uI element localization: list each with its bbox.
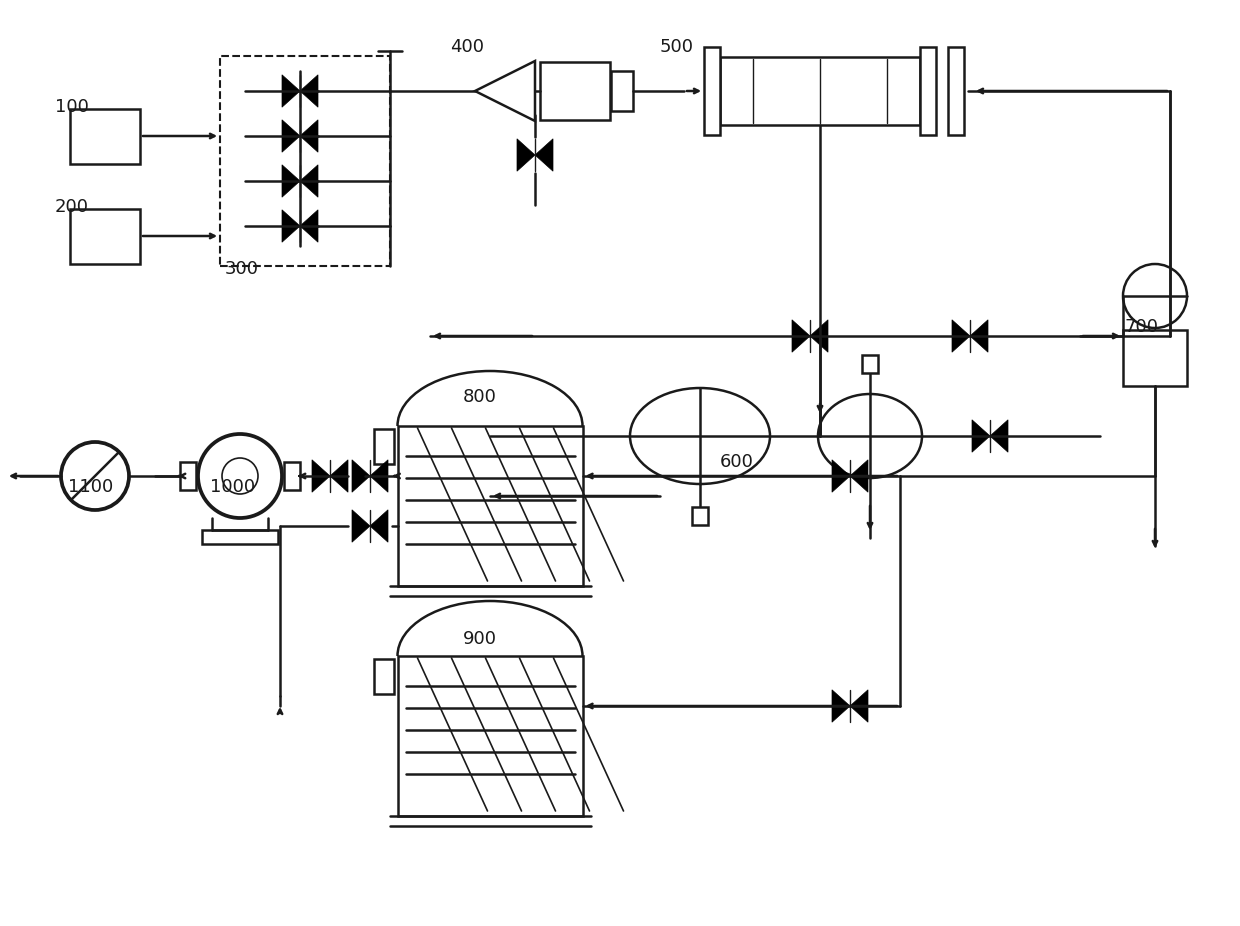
Bar: [202, 530, 278, 544]
Text: 900: 900: [463, 630, 497, 648]
Polygon shape: [300, 165, 317, 197]
Polygon shape: [352, 460, 370, 493]
Bar: [539, 62, 610, 120]
Polygon shape: [281, 165, 300, 197]
Bar: [398, 426, 583, 586]
Bar: [180, 462, 196, 490]
Polygon shape: [534, 139, 553, 171]
Text: 600: 600: [720, 453, 754, 471]
Polygon shape: [970, 319, 988, 352]
Bar: [284, 462, 300, 490]
Bar: [920, 47, 936, 135]
Bar: [704, 47, 720, 135]
Text: 200: 200: [55, 198, 89, 216]
Bar: [219, 56, 391, 266]
Text: 1000: 1000: [210, 478, 255, 496]
Text: 800: 800: [463, 388, 497, 406]
Bar: [692, 507, 708, 525]
Polygon shape: [281, 75, 300, 107]
Bar: [611, 71, 632, 111]
Polygon shape: [849, 460, 868, 493]
Polygon shape: [849, 690, 868, 722]
Polygon shape: [990, 419, 1008, 452]
Text: 400: 400: [450, 38, 484, 56]
Bar: [373, 658, 393, 694]
Polygon shape: [832, 690, 849, 722]
Polygon shape: [810, 319, 828, 352]
Text: 700: 700: [1125, 318, 1159, 336]
Polygon shape: [352, 510, 370, 543]
Polygon shape: [312, 460, 330, 493]
Polygon shape: [370, 510, 388, 543]
Bar: [949, 47, 963, 135]
Bar: [720, 57, 920, 125]
Bar: [373, 429, 393, 464]
Polygon shape: [832, 460, 849, 493]
Polygon shape: [300, 75, 317, 107]
Polygon shape: [330, 460, 348, 493]
Text: 300: 300: [224, 260, 259, 278]
Bar: [862, 355, 878, 373]
Text: 500: 500: [660, 38, 694, 56]
Polygon shape: [281, 119, 300, 152]
Text: 100: 100: [55, 98, 89, 116]
Bar: [69, 108, 140, 164]
Polygon shape: [475, 61, 534, 121]
Text: 1100: 1100: [68, 478, 113, 496]
Polygon shape: [792, 319, 810, 352]
Polygon shape: [370, 460, 388, 493]
Polygon shape: [300, 210, 317, 243]
Polygon shape: [952, 319, 970, 352]
Polygon shape: [972, 419, 990, 452]
Polygon shape: [517, 139, 534, 171]
Polygon shape: [300, 119, 317, 152]
Bar: [1123, 330, 1187, 386]
Bar: [398, 656, 583, 816]
Polygon shape: [281, 210, 300, 243]
Bar: [69, 208, 140, 264]
